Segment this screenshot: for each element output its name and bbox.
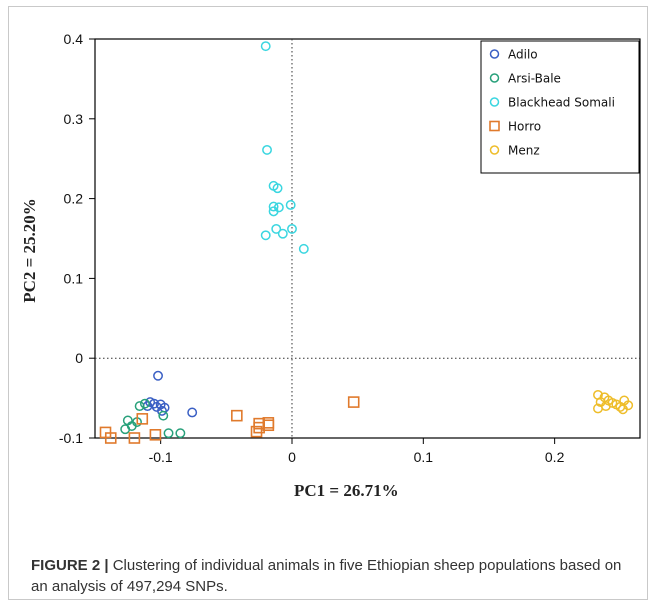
data-point	[347, 396, 360, 408]
y-axis-title: PC2 = 25.20%	[20, 198, 39, 303]
y-tick-label: -0.1	[59, 430, 83, 446]
legend-label: Blackhead Somali	[508, 96, 615, 110]
x-axis-title: PC1 = 26.71%	[294, 481, 399, 500]
data-point	[615, 401, 626, 412]
series-blackhead-somali	[260, 41, 309, 254]
data-point	[272, 183, 283, 194]
legend-marker	[489, 73, 500, 83]
data-point	[298, 243, 309, 254]
legend-label: Arsi-Bale	[508, 72, 561, 86]
figure-panel: -0.1 0 0.1 0.2 -0.1 0 0.1 0.2 0.3 0.4 PC1 = 26.71%…	[8, 6, 648, 600]
data-point	[593, 403, 603, 414]
data-point	[277, 228, 288, 239]
series-menz	[593, 389, 634, 415]
data-point	[268, 201, 279, 212]
legend-marker	[489, 145, 500, 155]
series-adilo	[142, 370, 198, 418]
series-horro	[99, 396, 360, 444]
data-point	[139, 398, 150, 409]
y-tick-label: 0.4	[64, 31, 84, 47]
data-point	[285, 200, 296, 210]
x-tick-label: 0	[288, 449, 296, 465]
figure-caption: FIGURE 2 | Clustering of individual anim…	[31, 555, 631, 597]
data-point	[262, 419, 275, 432]
legend-label: Menz	[508, 144, 540, 158]
data-point	[271, 223, 282, 234]
legend-box	[480, 40, 640, 174]
data-point	[149, 429, 162, 441]
data-point	[253, 421, 265, 434]
caption-label: FIGURE 2 |	[31, 557, 109, 574]
data-point	[149, 398, 160, 409]
data-point	[231, 409, 243, 422]
axes-layer: -0.1 0 0.1 0.2 -0.1 0 0.1 0.2 0.3 0.4 PC1 = 26.71%…	[20, 31, 641, 500]
data-point	[287, 223, 297, 234]
data-point	[187, 407, 198, 418]
data-point	[268, 206, 279, 217]
x-tick-label: -0.1	[149, 449, 173, 465]
points-layer	[99, 41, 634, 444]
plot-frame	[94, 38, 641, 439]
legend-marker	[489, 49, 500, 59]
data-point	[120, 424, 131, 435]
legend-marker	[489, 120, 500, 132]
legend-label: Adilo	[508, 48, 538, 62]
data-point	[175, 428, 186, 439]
data-point	[153, 370, 163, 381]
data-point	[128, 432, 141, 444]
data-point	[262, 144, 272, 155]
data-point	[104, 432, 117, 444]
data-point	[134, 401, 145, 412]
x-tick-label: 0.2	[545, 449, 565, 465]
data-point	[260, 230, 271, 241]
data-point	[250, 425, 263, 438]
y-tick-label: 0.2	[64, 191, 84, 207]
data-point	[136, 413, 149, 425]
y-tick-label: 0.3	[64, 111, 84, 127]
legend: Adilo Arsi-Bale Blackhead Somali Horro Menz	[480, 40, 640, 174]
data-point	[158, 410, 169, 421]
legend-label: Horro	[508, 120, 541, 134]
scatter-chart: -0.1 0 0.1 0.2 -0.1 0 0.1 0.2 0.3 0.4 PC1 = 26.71%…	[20, 31, 641, 500]
data-point	[617, 404, 628, 415]
y-tick-label: 0	[75, 350, 83, 366]
legend-marker	[489, 97, 500, 107]
y-tick-label: 0.1	[64, 270, 84, 286]
data-point	[163, 428, 174, 439]
data-point	[157, 405, 167, 416]
x-tick-label: 0.1	[414, 449, 434, 465]
data-point	[260, 41, 271, 52]
caption-text: Clustering of individual animals in five…	[31, 557, 622, 595]
